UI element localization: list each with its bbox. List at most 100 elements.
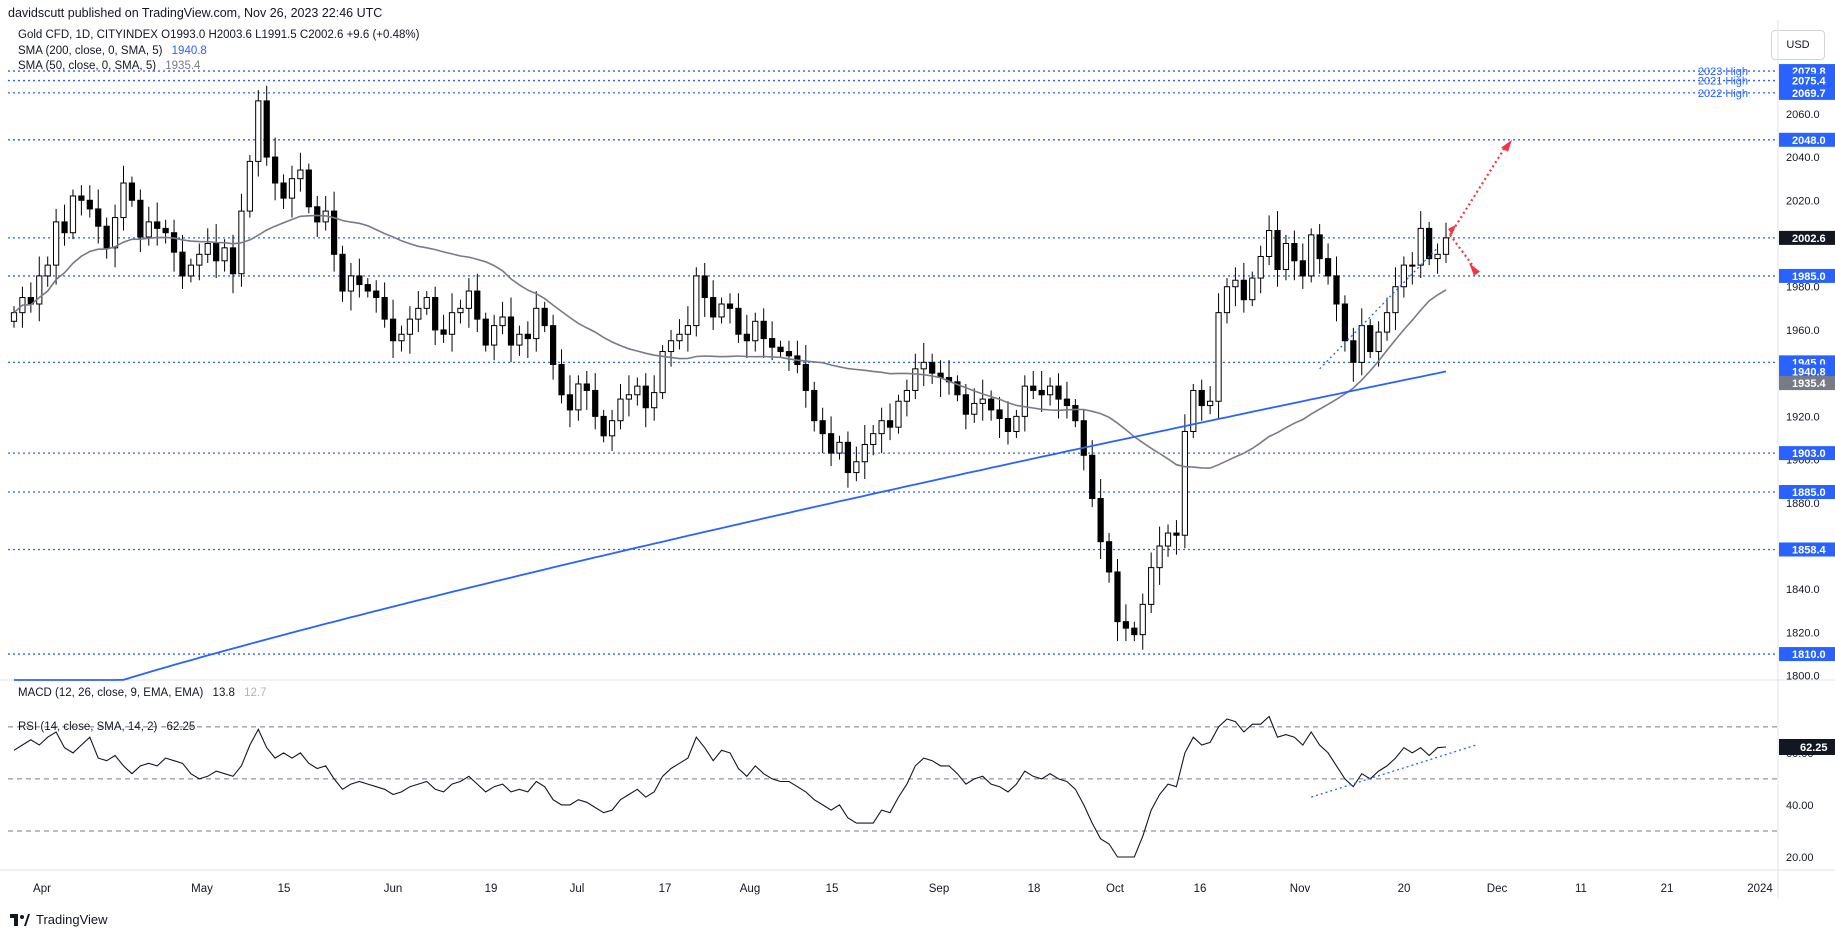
symbol-ohlc-text: Gold CFD, 1D, CITYINDEX O1993.0 H2003.6 … <box>18 29 420 41</box>
candle-body <box>1392 286 1399 314</box>
candle-body <box>667 340 675 353</box>
price-badge-bg <box>1779 376 1835 391</box>
candle <box>1046 377 1054 406</box>
price-badge: 2048.0 <box>1779 132 1835 147</box>
price-badge-text: 2002.6 <box>1792 233 1826 245</box>
time-tick-label: 21 <box>1661 883 1674 895</box>
candle-body <box>221 247 228 262</box>
candle <box>1148 552 1155 614</box>
sma200-legend[interactable]: SMA (200, close, 0, SMA, 5) 1940.8 <box>18 45 207 57</box>
candle-body <box>651 392 658 409</box>
candle <box>1198 379 1205 421</box>
candle-body <box>1417 227 1424 266</box>
candle <box>36 256 43 322</box>
candle-body <box>474 290 481 320</box>
currency-button[interactable]: USD <box>1771 30 1825 60</box>
candle <box>819 407 826 454</box>
candle-body <box>482 318 489 346</box>
candle <box>600 409 607 443</box>
time-tick-label: 2024 <box>1747 883 1773 895</box>
candle-body <box>920 361 927 370</box>
candle <box>760 308 767 359</box>
price-badge-bg <box>1779 364 1835 379</box>
candle <box>415 291 422 333</box>
price-badge: 1985.0 <box>1779 268 1835 283</box>
candle <box>1299 243 1306 289</box>
candle-body <box>1122 621 1130 629</box>
candle-body <box>440 329 447 335</box>
price-badge-bg <box>1779 230 1835 245</box>
candle <box>634 377 641 406</box>
candle-body <box>465 290 472 309</box>
time-tick-label: Jun <box>384 883 403 895</box>
candle-body <box>735 307 742 335</box>
candle <box>1190 383 1197 438</box>
time-tick-label: Dec <box>1487 883 1508 895</box>
candle-body <box>600 415 607 437</box>
candle-body <box>448 312 456 335</box>
candle-body <box>86 199 93 210</box>
brand-name: TradingView <box>36 912 108 927</box>
price-badges: 2079.82075.42069.72048.02002.61985.01945… <box>1779 64 1835 662</box>
candle <box>785 340 793 371</box>
price-axis: 2060.02040.02020.01980.01960.01920.01900… <box>1786 109 1820 683</box>
candle <box>440 314 447 343</box>
price-badge-text: 1858.4 <box>1792 544 1827 556</box>
price-badge-bg <box>1779 485 1835 500</box>
candle <box>154 202 161 246</box>
candle <box>398 325 405 352</box>
candle <box>432 286 439 346</box>
price-badge: 1810.0 <box>1779 647 1835 662</box>
candle <box>996 396 1003 438</box>
candle-body <box>844 441 852 474</box>
candle <box>196 243 203 281</box>
rsi-value: 62.25 <box>166 721 196 733</box>
candle <box>583 371 590 410</box>
candle <box>971 388 978 423</box>
candle <box>95 189 102 244</box>
price-badge: 1903.0 <box>1779 446 1835 461</box>
candle <box>373 280 380 313</box>
sma50-value: 1935.4 <box>165 60 201 72</box>
candle-body <box>979 398 986 404</box>
candle <box>827 416 835 467</box>
candle <box>861 425 868 480</box>
candle <box>1089 440 1096 508</box>
candle <box>608 409 616 451</box>
candle <box>954 375 961 402</box>
time-tick-label: Aug <box>740 883 760 895</box>
price-badge-bg <box>1779 542 1835 557</box>
price-badge-bg <box>1779 132 1835 147</box>
price-tick-label: 1960.0 <box>1786 325 1820 337</box>
candle <box>491 314 498 361</box>
price-badge-text: 1903.0 <box>1792 448 1826 460</box>
candle <box>330 191 338 272</box>
candle <box>423 291 430 315</box>
candle <box>1417 211 1424 279</box>
candle-body <box>1198 389 1205 407</box>
candle <box>1442 222 1450 263</box>
candle-body <box>853 461 860 474</box>
tradingview-brand[interactable]: TradingView <box>10 912 108 927</box>
candle <box>1013 409 1020 438</box>
candle <box>364 278 371 298</box>
candle <box>305 163 312 214</box>
rsi-line <box>13 715 1447 858</box>
candle-body <box>988 398 995 411</box>
sma50-legend[interactable]: SMA (50, close, 0, SMA, 5) 1935.4 <box>18 60 200 72</box>
candle <box>1097 479 1104 559</box>
candle <box>592 373 599 430</box>
macd-legend[interactable]: MACD (12, 26, close, 9, EMA, EMA) 13.8 1… <box>18 687 267 699</box>
candle-body <box>533 307 540 340</box>
candle-body <box>1114 571 1121 623</box>
candle <box>1308 228 1315 283</box>
candle-body <box>288 178 296 199</box>
rsi-legend[interactable]: RSI (14, close, SMA, 14, 2) 62.25 <box>18 721 195 733</box>
candle <box>920 342 927 387</box>
price-tick-label: 2020.0 <box>1786 195 1820 207</box>
candle-body <box>373 290 380 299</box>
candle-body <box>608 420 616 437</box>
